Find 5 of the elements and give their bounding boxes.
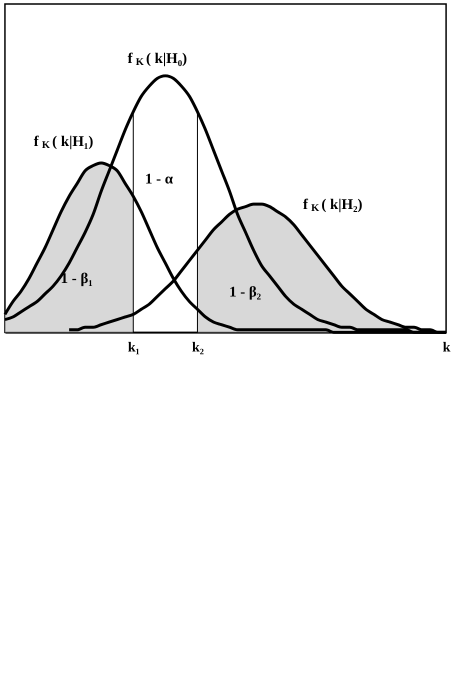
x-tick-label: k₂ — [192, 340, 204, 355]
annotation: 1 - α — [144, 171, 174, 188]
series-label: 1 - β₂ — [229, 284, 262, 300]
x-tick-label: k — [442, 340, 451, 355]
x-tick-label: k₁ — [128, 340, 140, 355]
